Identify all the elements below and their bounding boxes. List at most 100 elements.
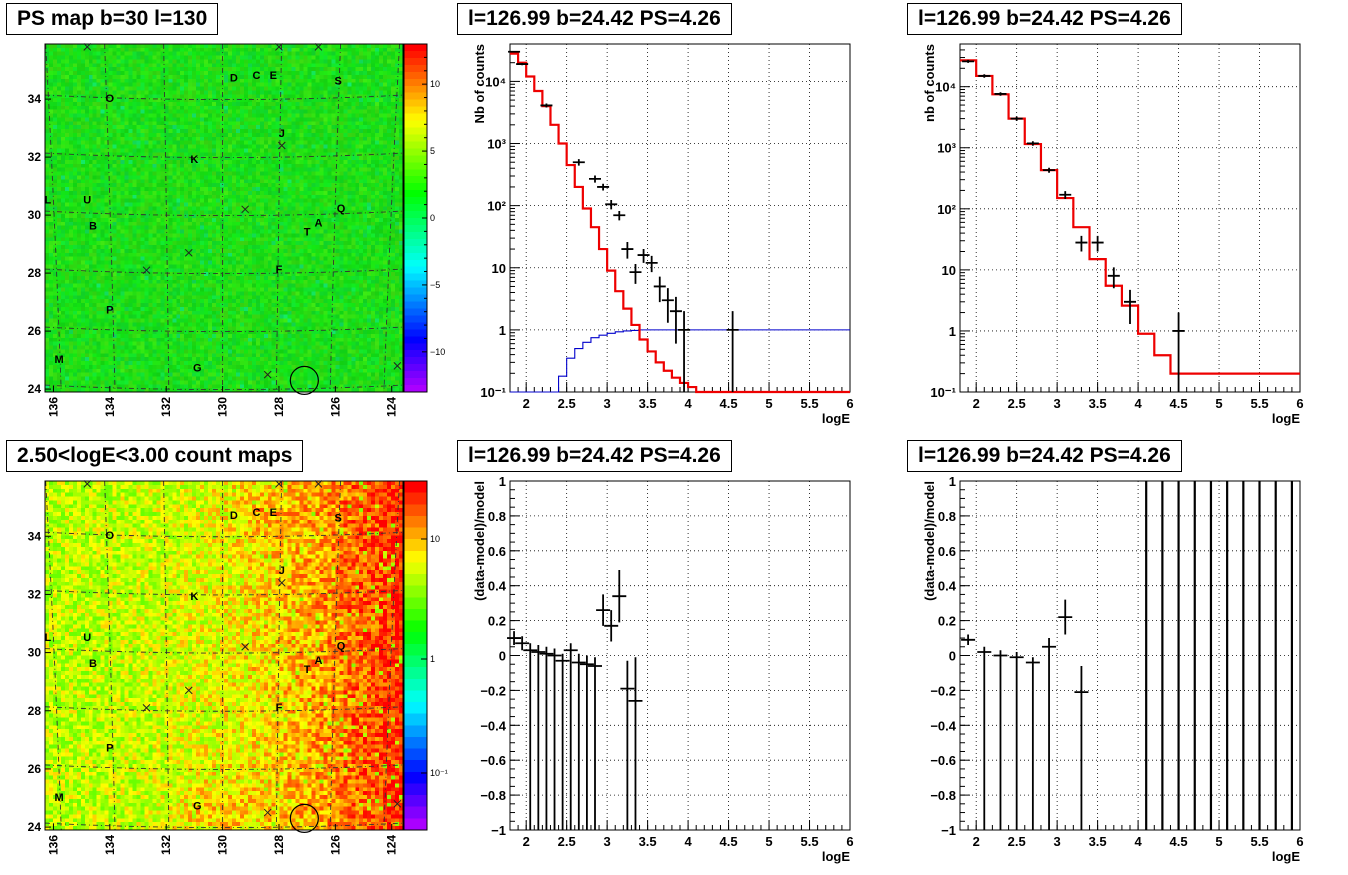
y-tick-label: 10 (942, 263, 956, 278)
data-point (978, 74, 991, 78)
grid-lines (960, 480, 1301, 831)
data-point (613, 210, 626, 221)
residual-1-title: l=126.99 b=24.42 PS=4.26 (457, 440, 732, 472)
heatmap-cells (45, 481, 404, 831)
source-cross-marker (277, 578, 286, 587)
y-tick-label: 0.2 (938, 614, 956, 629)
x-tick-label: 4.5 (720, 834, 738, 849)
source-label: E (270, 507, 277, 519)
y-tick-label: 1 (949, 474, 956, 489)
x-tick-label: 2.5 (558, 396, 576, 411)
colorbar (404, 481, 427, 831)
residual-2-panel: 2 2.5 3 3.5 4 4.5 5 5.5 6 −1 −0.8 −0.6 −0.4 −0.2 0 0.2 0… (900, 437, 1348, 875)
y-axis-label: (data-model)/model (472, 481, 487, 601)
data-point (621, 241, 634, 259)
y-tick-label: 0.4 (938, 579, 957, 594)
x-tick-label: 4.5 (1170, 834, 1188, 849)
residual-point (1025, 657, 1040, 830)
y-tick-label: 10⁴ (485, 74, 506, 89)
x-tick-label: 5.5 (800, 396, 818, 411)
residual-point (977, 646, 992, 830)
residual-2-chart: 2 2.5 3 3.5 4 4.5 5 5.5 6 −1 −0.8 −0.6 −0.4 −0.2 0 0.2 0… (922, 474, 1304, 864)
x-tick-label: 4.5 (720, 396, 738, 411)
spectrum-1-panel: 2 2.5 3 3.5 4 4.5 5 5.5 6 10⁻¹ 1 10 10² 10³ 10⁴ logE Nb … (450, 0, 900, 437)
y-tick-label: 28 (28, 704, 42, 718)
spectrum-2-chart: 2 2.5 3 3.5 4 4.5 5 5.5 6 10⁻¹ 1 10 10² 10³ 10⁴ logE nb … (922, 43, 1304, 426)
source-cross-marker (83, 480, 92, 488)
y-tick-label: −1 (491, 823, 506, 838)
y-tick-label: 24 (28, 820, 42, 834)
x-tick-label: 3.5 (1089, 396, 1107, 411)
source-label: U (83, 632, 91, 644)
source-label: S (334, 76, 341, 88)
data-point (994, 92, 1007, 96)
x-tick-label: 2 (973, 396, 980, 411)
colorbar-tick-label: 10⁻¹ (430, 768, 448, 778)
x-tick-label: 2 (523, 396, 530, 411)
x-tick-label: 132 (159, 835, 173, 855)
coordinate-grid (44, 480, 404, 831)
colorbar-tick-label: 1 (430, 654, 435, 664)
x-tick-label: 2 (523, 834, 530, 849)
residual-point (523, 643, 538, 830)
residual-point (596, 594, 611, 626)
data-point (540, 103, 553, 108)
y-tick-label: 24 (28, 382, 42, 396)
source-label: B (89, 221, 97, 233)
source-label: O (106, 530, 115, 542)
residual-point (1074, 665, 1089, 830)
residual-point (961, 634, 976, 646)
x-tick-label: 3 (604, 834, 611, 849)
plot-frame (44, 480, 404, 831)
y-tick-label: 10³ (487, 137, 506, 152)
colorbar-frame (403, 480, 428, 831)
residual-point (571, 653, 586, 830)
source-label: O (106, 93, 115, 105)
grid-lines (960, 44, 1301, 393)
x-axis-label: logE (822, 849, 850, 864)
data-point (653, 276, 666, 303)
y-tick-label: −0.2 (930, 683, 956, 698)
x-tick-label: 3.5 (1089, 834, 1107, 849)
selected-source-circle (289, 365, 319, 395)
x-tick-label: 6 (846, 834, 853, 849)
y-tick-label: 34 (28, 92, 42, 106)
y-tick-label: 10² (937, 202, 956, 217)
x-tick-label: 4 (1134, 396, 1142, 411)
data-point (572, 159, 585, 166)
grid-lines (510, 44, 851, 393)
source-label: S (334, 513, 341, 525)
x-tick-label: 3 (604, 396, 611, 411)
source-cross-marker (393, 799, 402, 808)
x-tick-label: 6 (1296, 396, 1303, 411)
data-point (1124, 289, 1136, 324)
data-point (1010, 116, 1023, 121)
residual-point (993, 650, 1008, 830)
efficiency-curve (510, 329, 850, 393)
x-tick-label: 5.5 (800, 834, 818, 849)
source-cross-marker (184, 248, 193, 257)
data-point (637, 249, 650, 263)
source-label: E (270, 70, 277, 82)
source-cross-marker (275, 43, 283, 51)
source-label: U (83, 195, 91, 207)
spectrum-2-panel: 2 2.5 3 3.5 4 4.5 5 5.5 6 10⁻¹ 1 10 10² 10³ 10⁴ logE nb … (900, 0, 1348, 437)
data-point (726, 311, 739, 392)
source-label: C (252, 507, 260, 519)
source-label: F (276, 702, 283, 714)
y-tick-label: 34 (28, 529, 42, 543)
residual-point (547, 648, 562, 830)
data-point (678, 311, 691, 392)
residual-point (1058, 599, 1073, 635)
x-tick-label: 134 (103, 397, 117, 417)
x-axis-label: logE (822, 411, 850, 426)
data-point (669, 296, 682, 344)
source-label: M (55, 792, 64, 804)
source-label: P (106, 742, 113, 754)
data-point (1043, 167, 1056, 173)
y-axis-label: (data-model)/model (922, 481, 937, 601)
x-tick-label: 6 (1296, 834, 1303, 849)
source-label: T (304, 226, 311, 238)
heatmap-cells (45, 44, 404, 393)
x-tick-label: 2.5 (558, 834, 576, 849)
